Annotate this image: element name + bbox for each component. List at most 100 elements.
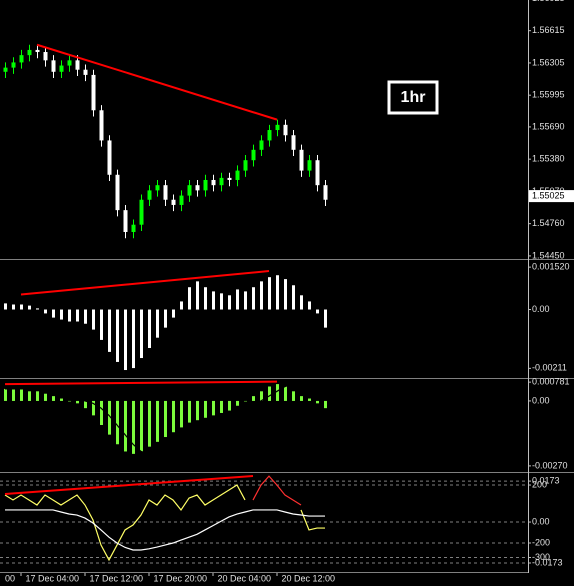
histogram-bar	[252, 287, 255, 310]
histogram-bar	[260, 281, 263, 310]
histogram-bar	[12, 388, 15, 401]
histogram-bar	[188, 287, 191, 310]
y-tick-label: 0.00	[532, 516, 550, 526]
histogram-bar	[108, 309, 111, 352]
candle-body	[91, 74, 96, 111]
y-tick-label: 0.00	[532, 395, 550, 405]
candle-body	[147, 190, 152, 200]
x-tick-label: 20 Dec 12:00	[281, 573, 335, 583]
histogram-bar	[148, 400, 151, 447]
last-price-label: 1.55025	[532, 190, 565, 200]
indicator-line	[4, 484, 246, 562]
histogram-bar	[316, 309, 319, 314]
candle-body	[291, 135, 296, 150]
histogram-bar	[212, 400, 215, 416]
y-tick-label: 1.55690	[532, 121, 565, 131]
histogram-bar	[204, 287, 207, 310]
candle-body	[27, 49, 32, 56]
histogram-bar	[220, 400, 223, 413]
x-tick-label: 20 Dec 04:00	[217, 573, 271, 583]
histogram-bar	[20, 304, 23, 310]
histogram-bar	[292, 391, 295, 401]
histogram-bar	[4, 388, 7, 401]
histogram-bar	[308, 301, 311, 310]
candle-body	[35, 49, 40, 53]
candle-body	[179, 195, 184, 205]
y-tick-label: 1.55995	[532, 90, 565, 100]
histogram-bar	[28, 305, 31, 310]
candle-body	[195, 185, 200, 191]
y-tick-label: 1.56305	[532, 57, 565, 67]
candle-body	[307, 160, 312, 171]
histogram-bar	[52, 396, 55, 401]
histogram-bar	[324, 400, 327, 409]
histogram-bar	[60, 309, 63, 320]
candle-body	[187, 185, 192, 196]
trendline	[36, 43, 278, 121]
candle-body	[139, 199, 144, 225]
y-tick-label: -300	[532, 552, 550, 562]
x-tick-label: 17 Dec 12:00	[89, 573, 143, 583]
candle-body	[51, 60, 56, 72]
histogram-bar	[164, 400, 167, 438]
histogram-bar	[284, 279, 287, 310]
histogram-bar	[36, 308, 39, 310]
y-tick-label: 200	[532, 479, 547, 489]
y-tick-label: 0.00	[532, 304, 550, 314]
candle-body	[11, 62, 16, 68]
histogram-bar	[164, 309, 167, 328]
histogram-bar	[228, 400, 231, 411]
candle-body	[219, 177, 224, 186]
candle-body	[171, 199, 176, 205]
histogram-bar	[196, 400, 199, 421]
x-tick-label: 00	[5, 573, 15, 583]
candle-body	[43, 52, 48, 61]
y-tick-label: -0.0173	[532, 557, 563, 567]
histogram-bar	[268, 277, 271, 310]
y-tick-label: 1.55380	[532, 154, 565, 164]
histogram-bar	[292, 285, 295, 310]
indicator-line	[252, 475, 302, 506]
x-tick-label: 17 Dec 04:00	[25, 573, 79, 583]
y-tick-label: -0.00211	[532, 363, 567, 373]
histogram-bar	[308, 398, 311, 401]
histogram-bar	[236, 400, 239, 406]
x-tick-label: 17 Dec 20:00	[153, 573, 207, 583]
candle-body	[299, 149, 304, 171]
indicator-line	[300, 509, 325, 531]
candle-body	[315, 160, 320, 186]
histogram-bar	[172, 400, 175, 433]
histogram-bar	[60, 398, 63, 401]
histogram-bar	[132, 309, 135, 369]
trendline	[20, 270, 270, 296]
histogram-bar	[300, 295, 303, 310]
histogram-bar	[84, 400, 87, 409]
histogram-bar	[300, 396, 303, 401]
y-tick-label: 0.000781	[532, 377, 570, 387]
histogram-bar	[180, 400, 183, 428]
candle-body	[75, 60, 80, 70]
histogram-bar	[268, 386, 271, 401]
histogram-bar	[228, 295, 231, 310]
histogram-bar	[172, 309, 175, 318]
candle-body	[19, 55, 24, 63]
annotation-box	[387, 80, 439, 115]
candle-body	[267, 130, 272, 141]
histogram-bar	[252, 396, 255, 401]
candle-body	[227, 177, 232, 180]
histogram-bar	[124, 400, 127, 452]
annotation: 1hr	[401, 89, 426, 106]
candle-body	[283, 124, 288, 136]
histogram-bar	[20, 388, 23, 401]
histogram-bar	[76, 309, 79, 322]
candle-body	[67, 60, 72, 66]
candle-body	[123, 210, 128, 232]
histogram-bar	[108, 400, 111, 435]
histogram-bar	[180, 301, 183, 310]
candle-body	[99, 110, 104, 141]
histogram-bar	[4, 303, 7, 310]
y-tick-label: 1.54450	[532, 250, 565, 260]
histogram-bar	[28, 391, 31, 401]
